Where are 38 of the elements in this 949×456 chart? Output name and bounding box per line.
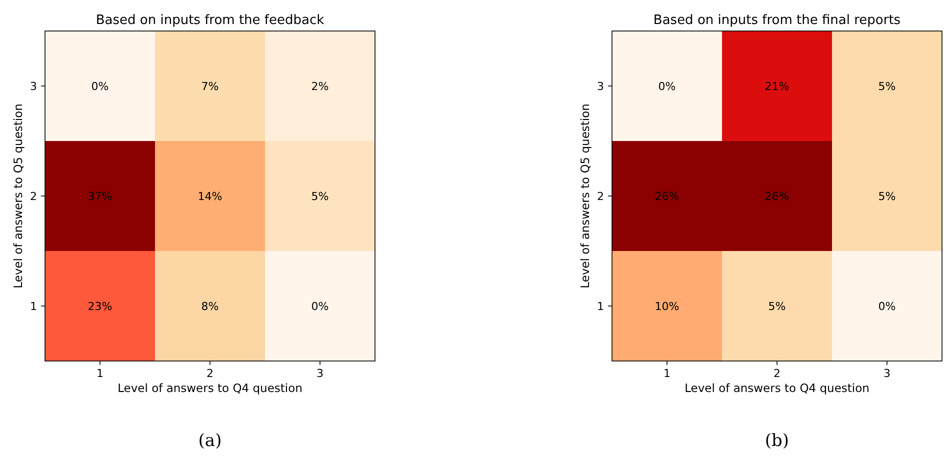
data-label: 0%: [658, 80, 676, 93]
y-tick-label: 3: [30, 80, 37, 93]
data-label: 5%: [311, 190, 329, 203]
data-label: 10%: [654, 300, 680, 313]
data-label: 0%: [878, 300, 896, 313]
y-tick-label: 3: [597, 80, 604, 93]
y-tick-label: 2: [597, 190, 604, 203]
data-label: 5%: [878, 80, 896, 93]
data-label: 5%: [768, 300, 786, 313]
data-label: 37%: [88, 190, 112, 203]
chart-title: Based on inputs from the final reports: [653, 13, 901, 28]
y-axis-title: Level of answers to Q5 question: [11, 104, 25, 288]
data-label: 26%: [764, 190, 790, 203]
x-axis-title: Level of answers to Q4 question: [118, 381, 302, 395]
data-label: 8%: [201, 300, 219, 313]
x-axis-title: Level of answers to Q4 question: [684, 381, 870, 395]
x-tick-label: 1: [96, 367, 104, 380]
chart-title: Based on inputs from the feedback: [96, 13, 325, 28]
y-tick-label: 2: [30, 190, 37, 203]
data-label: 23%: [88, 300, 112, 313]
data-label: 14%: [198, 190, 222, 203]
y-axis-title: Level of answers to Q5 question: [578, 104, 592, 288]
data-label: 2%: [311, 80, 329, 93]
data-label: 26%: [654, 190, 680, 203]
x-tick-label: 3: [884, 367, 890, 380]
data-label: 21%: [764, 80, 790, 93]
y-tick-label: 1: [30, 300, 37, 313]
y-tick-label: 1: [597, 300, 604, 313]
data-label: 5%: [878, 190, 896, 203]
x-tick-label: 2: [206, 367, 214, 380]
x-tick-label: 1: [664, 367, 670, 380]
data-label: 0%: [91, 80, 109, 93]
data-label: 0%: [311, 300, 329, 313]
text: (b): [764, 431, 790, 451]
text: (a): [198, 431, 222, 451]
x-tick-label: 3: [316, 367, 324, 380]
data-label: 7%: [201, 80, 219, 93]
x-tick-label: 2: [774, 367, 780, 380]
